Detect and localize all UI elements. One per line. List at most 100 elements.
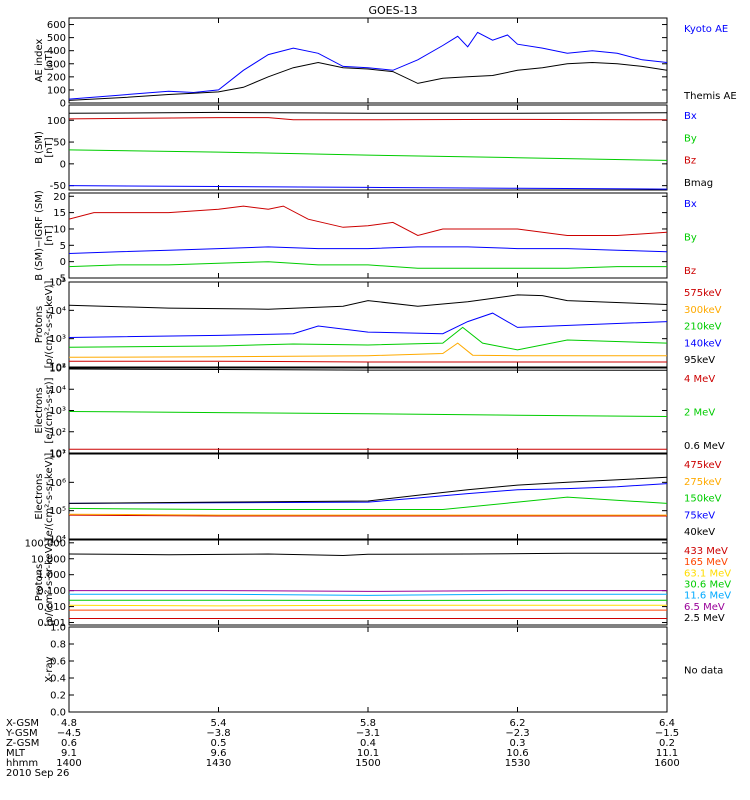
series-line-bx	[69, 185, 667, 190]
y-tick-label: 5	[60, 241, 66, 252]
legend-4-mev: 4 MeV	[684, 374, 715, 385]
legend-165-mev: 165 MeV	[684, 557, 728, 568]
y-tick-label: 10¹	[49, 449, 66, 460]
y-tick-label: 0.4	[50, 674, 66, 685]
y-tick-label: 400	[47, 46, 66, 57]
panel-frame	[68, 453, 668, 540]
y-axis-label: [nT]	[44, 225, 55, 245]
series-line-2-5-mev	[69, 552, 667, 557]
legend-2-mev: 2 MeV	[684, 408, 715, 419]
x-row-value: 1500	[355, 758, 380, 769]
y-tick-label: 10.000	[31, 554, 66, 565]
x-row-value: 6.4	[659, 718, 675, 729]
y-tick-label: 0	[60, 159, 66, 170]
date-label: 2010 Sep 26	[6, 768, 69, 779]
series-line-275kev	[69, 513, 667, 516]
y-tick-label: 10⁵	[49, 364, 66, 375]
series-line-kyoto-ae	[69, 31, 667, 100]
y-tick-label: 1.000	[37, 570, 66, 581]
legend-300kev: 300keV	[684, 305, 722, 316]
y-axis-label: [p/(cm²-s-sr-keV)]	[44, 281, 55, 369]
y-axis-label: [nT]	[44, 50, 55, 70]
y-tick-label: 50	[53, 138, 66, 149]
x-row-value: −2.3	[505, 728, 529, 739]
y-tick-label: 10⁵	[49, 278, 66, 289]
series-line-themis-ae	[69, 61, 667, 101]
y-axis-label: [p/(cm²-s-sr-keV)]	[44, 539, 55, 627]
y-tick-label: 0	[60, 257, 66, 268]
x-row-value: 1400	[56, 758, 81, 769]
y-axis-label: Electrons	[34, 473, 45, 519]
series-line-bz	[69, 117, 667, 121]
no-data-label: No data	[684, 666, 723, 677]
series-line-bx	[69, 246, 667, 254]
series-line-95kev	[69, 294, 667, 310]
y-tick-label: 10²	[49, 363, 66, 374]
series-line-40kev	[69, 476, 667, 504]
x-row-label-x-gsm: X-GSM	[6, 718, 39, 729]
y-tick-label: 0.0	[50, 708, 66, 719]
x-row-value: 10.6	[506, 748, 528, 759]
panel-frame	[68, 626, 668, 713]
panel-electrons-kev: 10⁴ 10⁵ 10⁶ 10⁷ Electrons [e/(cm²-s-sr-keV)] 4…	[34, 450, 722, 546]
series-line-11-6-mev	[69, 593, 667, 596]
x-row-value: 9.1	[61, 748, 77, 759]
legend-95kev: 95keV	[684, 355, 715, 366]
y-axis-label: B (SM)	[34, 131, 45, 164]
x-row-value: 4.8	[61, 718, 77, 729]
y-tick-label: 100.000	[25, 538, 66, 549]
panel-frame	[68, 281, 668, 368]
legend-275kev: 275keV	[684, 477, 722, 488]
legend-140kev: 140keV	[684, 338, 722, 349]
y-tick-label: 300	[47, 59, 66, 70]
y-tick-label: 10⁵	[49, 506, 66, 517]
legend-bz: Bz	[684, 156, 696, 167]
x-row-value: 5.8	[360, 718, 376, 729]
legend-0-6-mev: 0.6 MeV	[684, 441, 725, 452]
chart-title: GOES-13	[368, 4, 417, 17]
legend-75kev: 75keV	[684, 510, 715, 521]
y-tick-label: 10⁴	[49, 535, 66, 546]
legend-kyoto-ae: Kyoto AE	[684, 24, 728, 35]
series-line-6-5-mev	[69, 590, 667, 592]
x-row-value: −4.5	[57, 728, 81, 739]
y-tick-label: 500	[47, 33, 66, 44]
y-tick-label: 10⁴	[49, 385, 66, 396]
legend-by: By	[684, 133, 697, 144]
x-row-label-hhmm: hhmm	[6, 758, 38, 769]
series-line-475kev	[69, 514, 667, 517]
x-row-value: 9.6	[211, 748, 227, 759]
legend-210kev: 210keV	[684, 322, 722, 333]
y-axis-label: Electrons	[34, 387, 45, 433]
x-row-value: −1.5	[655, 728, 679, 739]
y-tick-label: 200	[47, 72, 66, 83]
legend-bz: Bz	[684, 266, 696, 277]
legend-bx: Bx	[684, 111, 697, 122]
legend-575kev: 575keV	[684, 288, 722, 299]
y-tick-label: 0.6	[50, 657, 66, 668]
x-row-label-mlt: MLT	[6, 748, 26, 759]
y-tick-label: 0.2	[50, 691, 66, 702]
y-tick-label: 0	[60, 99, 66, 110]
legend-63-1-mev: 63.1 MeV	[684, 568, 731, 579]
y-tick-label: 10²	[49, 427, 66, 438]
y-axis-label: X-ray	[44, 656, 55, 682]
y-tick-label: 0.001	[37, 618, 66, 629]
series-line-63-1-mev	[69, 604, 667, 607]
panel-frame	[68, 539, 668, 626]
y-tick-label: 10³	[49, 406, 66, 417]
x-row-value: −3.8	[206, 728, 230, 739]
y-tick-label: 100	[47, 116, 66, 127]
series-line-by	[69, 149, 667, 161]
panel-electrons-mev: 10¹ 10² 10³ 10⁴ 10⁵ Electrons [e/(cm²-s-sr)] 4 …	[34, 364, 725, 460]
y-tick-label: 10⁷	[49, 450, 66, 461]
y-tick-label: 10⁴	[49, 306, 66, 317]
x-row-value: 0.6	[61, 738, 77, 749]
y-tick-label: 20	[53, 192, 66, 203]
series-line-0-6-mev	[69, 368, 667, 371]
y-tick-label: 10	[53, 224, 66, 235]
legend-150kev: 150keV	[684, 494, 722, 505]
